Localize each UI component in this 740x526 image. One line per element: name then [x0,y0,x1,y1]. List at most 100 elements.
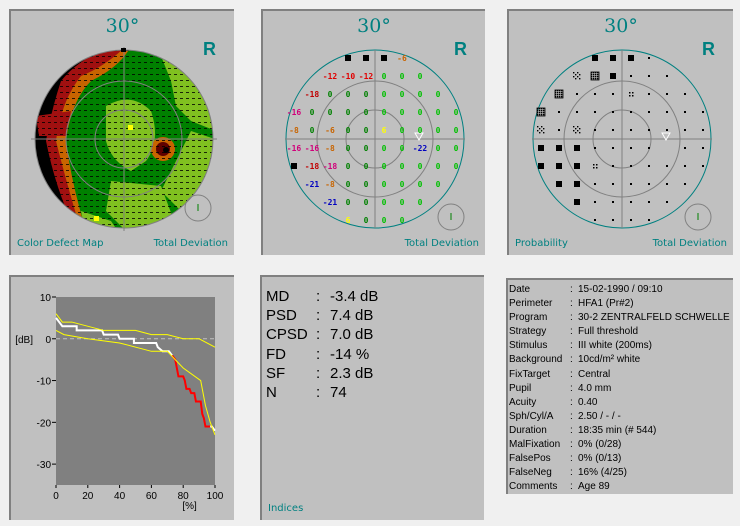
info-row: Comments: Age 89 [509,480,730,494]
deviation-value: 0 [418,72,423,81]
row-value: -14 % [330,345,370,363]
probability-symbol-dot [666,93,668,95]
deviation-value: 0 [346,180,351,189]
row-key: Strategy [509,326,547,338]
separator: : [570,396,573,408]
info-row: FD: -14 % [266,345,378,364]
row-value: HFA1 (Pr#2) [578,298,634,310]
separator: : [570,424,573,436]
probability-symbol-dot [648,93,650,95]
deviation-value: -12 [323,72,338,81]
row-key: Perimeter [509,298,553,310]
series-normal-lower [55,329,216,436]
deviation-value: 0 [346,108,351,117]
row-key: CPSD [266,326,308,344]
series-normal-upper [55,313,216,348]
row-value: 2.50 / - / - [578,410,621,422]
row-key: Duration [509,424,547,436]
row-key: Program [509,312,548,324]
probability-symbol-dot [684,165,686,167]
eye-label: R [203,39,216,59]
deviation-value: 0 [328,108,333,117]
probability-symbol-dot [666,129,668,131]
deviation-value: 0 [382,198,387,207]
probability-symbol-dot [594,111,596,113]
deviation-value: 0 [364,126,369,135]
probability-symbol-dot [630,219,632,221]
row-key: Acuity [509,396,537,408]
probability-symbol-dot [612,129,614,131]
deviation-value: -18 [323,162,338,171]
separator: : [570,340,573,352]
probability-symbol-dot [594,183,596,185]
deviation-value: 0 [436,144,441,153]
probability-symbol-B [574,199,580,205]
deviation-value: 0 [418,180,423,189]
indices-list: MD: -3.4 dB PSD:7.4 dB CPSD:7.0 dB FD: -14 % S… [266,287,378,402]
deep-defect-marker [291,163,297,169]
probability-symbol-c3 [536,107,546,117]
probability-symbol-dot [648,165,650,167]
probability-symbol-B [574,163,580,169]
deviation-value: 0 [436,162,441,171]
row-value: Full threshold [578,326,639,338]
series-curve-abnormal [171,354,211,428]
probability-symbol-dot [648,129,650,131]
probability-symbol-dot [594,219,596,221]
info-row: Pupil: 4.0 mm [509,382,730,396]
deviation-value: 0 [346,198,351,207]
row-value: Central [578,368,611,380]
yellow-marker [128,125,133,130]
row-value: Age 89 [578,481,610,493]
deviation-value: -6 [325,126,335,135]
deviation-value: -8 [289,126,299,135]
deviation-value: 0 [454,108,459,117]
info-row: CPSD:7.0 dB [266,325,378,344]
separator: : [570,382,573,394]
separator: : [570,326,573,338]
deviation-value: -16 [287,108,302,117]
deviation-value: 0 [364,144,369,153]
probability-symbol-c2 [537,126,545,134]
row-key: N [266,384,277,402]
deviation-value: 0 [400,216,405,225]
deviation-value: 0 [310,126,315,135]
row-key: SF [266,364,286,382]
probability-symbol-dot [594,129,596,131]
deep-defect-marker [381,55,387,61]
info-row: PSD:7.4 dB [266,306,378,325]
deviation-value: 0 [346,126,351,135]
probability-symbol-dot [630,75,632,77]
probability-symbol-dot [702,129,704,131]
probability-symbol-dot [648,57,650,59]
probability-symbol-dot [576,93,578,95]
deviation-value: 0 [436,180,441,189]
plot-area [56,297,215,485]
probability-symbol-B [538,163,544,169]
separator: : [570,298,573,310]
row-value: 0.40 [578,396,598,408]
probability-symbol-dot [630,183,632,185]
probability-panel: 30° R Probability Total Deviation [507,9,733,255]
row-key: Date [509,284,531,295]
probability-symbol-dot [612,201,614,203]
probability-symbol-B [610,73,616,79]
separator: : [316,364,321,382]
x-tick-label: 0 [53,491,59,502]
cumulative-defect-chart: 100-10-20-30[dB]0 20 40 60 80 100[%] [15,293,224,512]
deviation-value: 0 [364,108,369,117]
info-row: FalsePos:0% (0/13) [509,452,730,466]
deep-defect-marker [363,55,369,61]
row-value: 0% (0/28) [578,439,622,451]
row-value: III white (200ms) [578,340,652,352]
row-key: PSD [266,307,297,325]
row-key: FD [266,345,286,363]
deviation-value: -21 [323,198,338,207]
row-value: 10cd/m² white [578,354,641,366]
separator: : [570,410,573,422]
total-deviation-label: Total Deviation [404,238,479,249]
info-row: Background:10cd/m² white [509,353,730,367]
probability-symbol-B [628,55,634,61]
probability-symbol-dot [630,201,632,203]
deviation-value: 0 [436,90,441,99]
